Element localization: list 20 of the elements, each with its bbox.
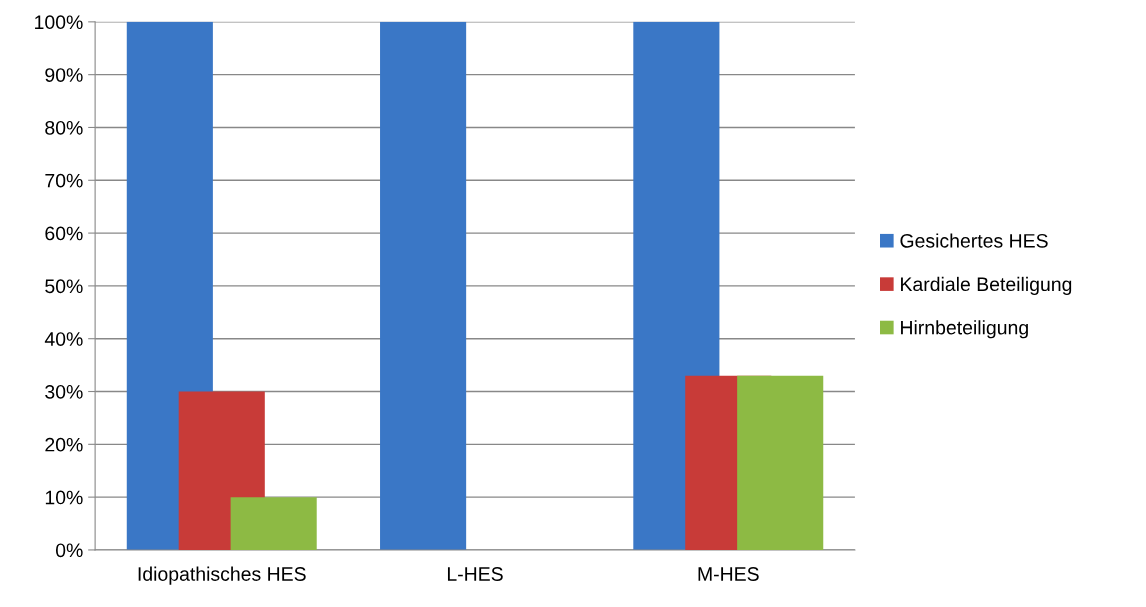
y-tick-label: 20%	[45, 437, 83, 452]
y-tick-label: 0%	[55, 543, 83, 558]
y-tick-label: 80%	[45, 120, 83, 135]
legend-label: Gesichertes HES	[900, 233, 1048, 248]
y-tick-label: 60%	[45, 226, 83, 241]
x-tick-label: M-HES	[698, 567, 759, 581]
x-tick-label: Idiopathisches HES	[138, 566, 306, 585]
y-tick-label: 10%	[45, 490, 83, 505]
y-tick-label: 90%	[45, 68, 83, 82]
bar	[380, 21, 467, 550]
bar	[737, 375, 824, 550]
y-tick-label: 50%	[45, 279, 83, 294]
y-tick-label: 70%	[45, 173, 83, 188]
legend-label: Hirnbeteiligung	[901, 320, 1028, 339]
y-tick-label: 100%	[35, 15, 83, 30]
y-tick-label: 40%	[44, 332, 83, 346]
x-tick-label: L-HES	[447, 567, 503, 581]
y-tick-label: 30%	[45, 384, 83, 399]
legend-label: Kardiale Beteiligung	[901, 276, 1072, 295]
bar	[230, 497, 317, 550]
